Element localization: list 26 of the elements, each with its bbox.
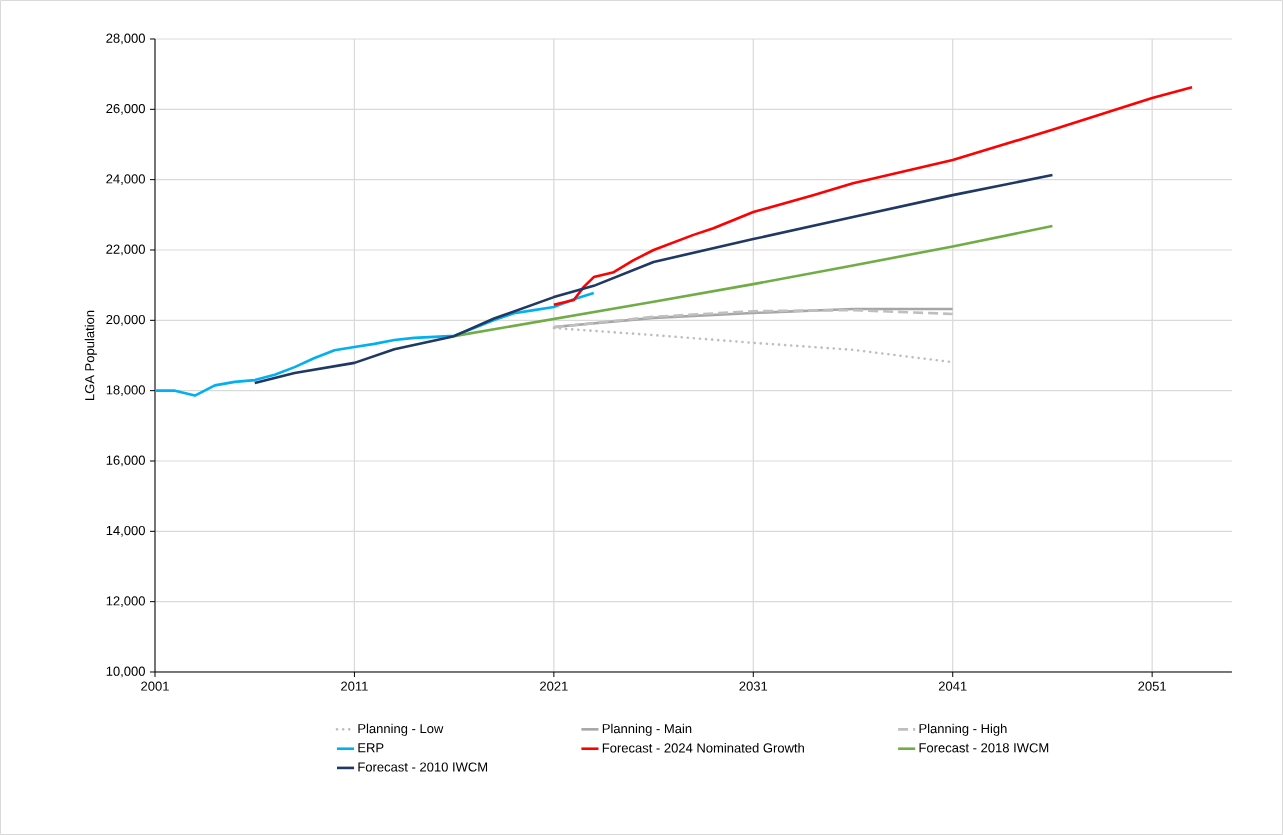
line-series	[253, 173, 1054, 385]
x-tick-label: 2041	[938, 681, 967, 691]
y-tick-label: 12,000	[106, 596, 145, 608]
legend-label: Forecast - 2018 IWCM	[919, 743, 1049, 753]
legend-label: Forecast - 2010 IWCM	[358, 762, 488, 772]
line-series	[552, 85, 1194, 307]
x-tick-label: 2051	[1138, 681, 1166, 691]
legend-label: ERP	[358, 743, 384, 753]
y-tick-label: 16,000	[106, 455, 145, 467]
y-tick-label: 26,000	[106, 103, 145, 115]
x-tick-label: 2021	[540, 681, 568, 691]
y-tick-label: 18,000	[106, 385, 145, 397]
y-tick-label: 14,000	[106, 525, 145, 537]
y-tick-label: 10,000	[106, 666, 145, 678]
x-tick-label: 2001	[141, 681, 169, 691]
legend-label: Planning - High	[919, 723, 1007, 736]
y-axis-title: LGA Population	[84, 310, 97, 400]
legend-label: Planning - Low	[358, 723, 444, 736]
legend-label: Forecast - 2024 Nominated Growth	[602, 743, 804, 753]
y-tick-label: 28,000	[106, 33, 145, 45]
x-tick-label: 2011	[341, 681, 368, 691]
y-tick-label: 24,000	[106, 174, 145, 186]
legend-label: Planning - Main	[602, 723, 692, 736]
y-tick-label: 20,000	[106, 314, 145, 326]
y-tick-label: 22,000	[106, 244, 145, 256]
x-tick-label: 2031	[739, 681, 768, 691]
